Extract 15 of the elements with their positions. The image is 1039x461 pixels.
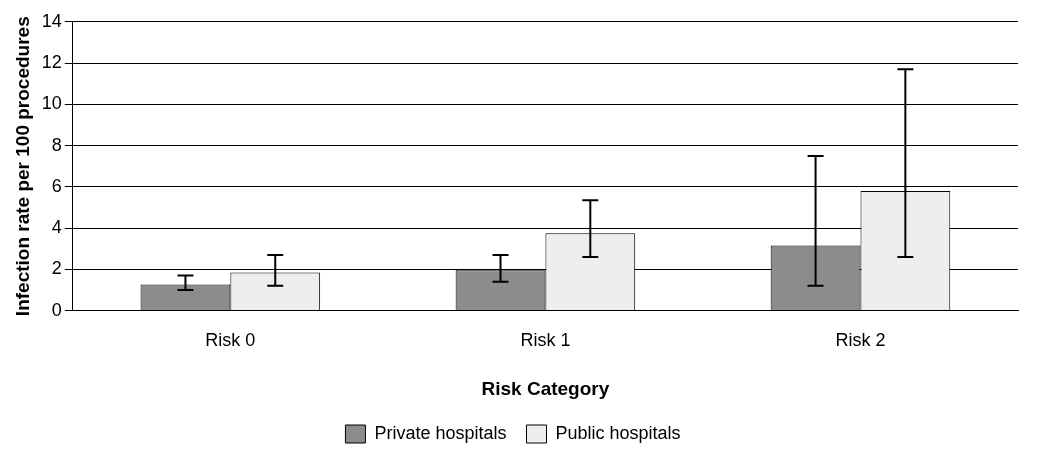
y-tick-label: 6 <box>51 175 62 196</box>
x-tick-label: Risk 2 <box>835 330 886 351</box>
x-tick-label: Risk 0 <box>205 330 256 351</box>
y-axis-title: Infection rate per 100 procedures <box>11 16 33 317</box>
x-tick-label: Risk 1 <box>520 330 571 351</box>
legend-label: Public hospitals <box>555 422 681 443</box>
y-tick-label: 4 <box>51 217 62 238</box>
x-axis-title: Risk Category <box>481 377 610 399</box>
y-tick-label: 14 <box>41 10 62 31</box>
y-tick-label: 2 <box>51 258 62 279</box>
y-tick-label: 0 <box>51 299 62 320</box>
legend-label: Private hospitals <box>374 422 507 443</box>
y-tick-label: 10 <box>41 93 62 114</box>
y-tick-label: 12 <box>41 52 62 73</box>
y-tick-label: 8 <box>51 134 62 155</box>
